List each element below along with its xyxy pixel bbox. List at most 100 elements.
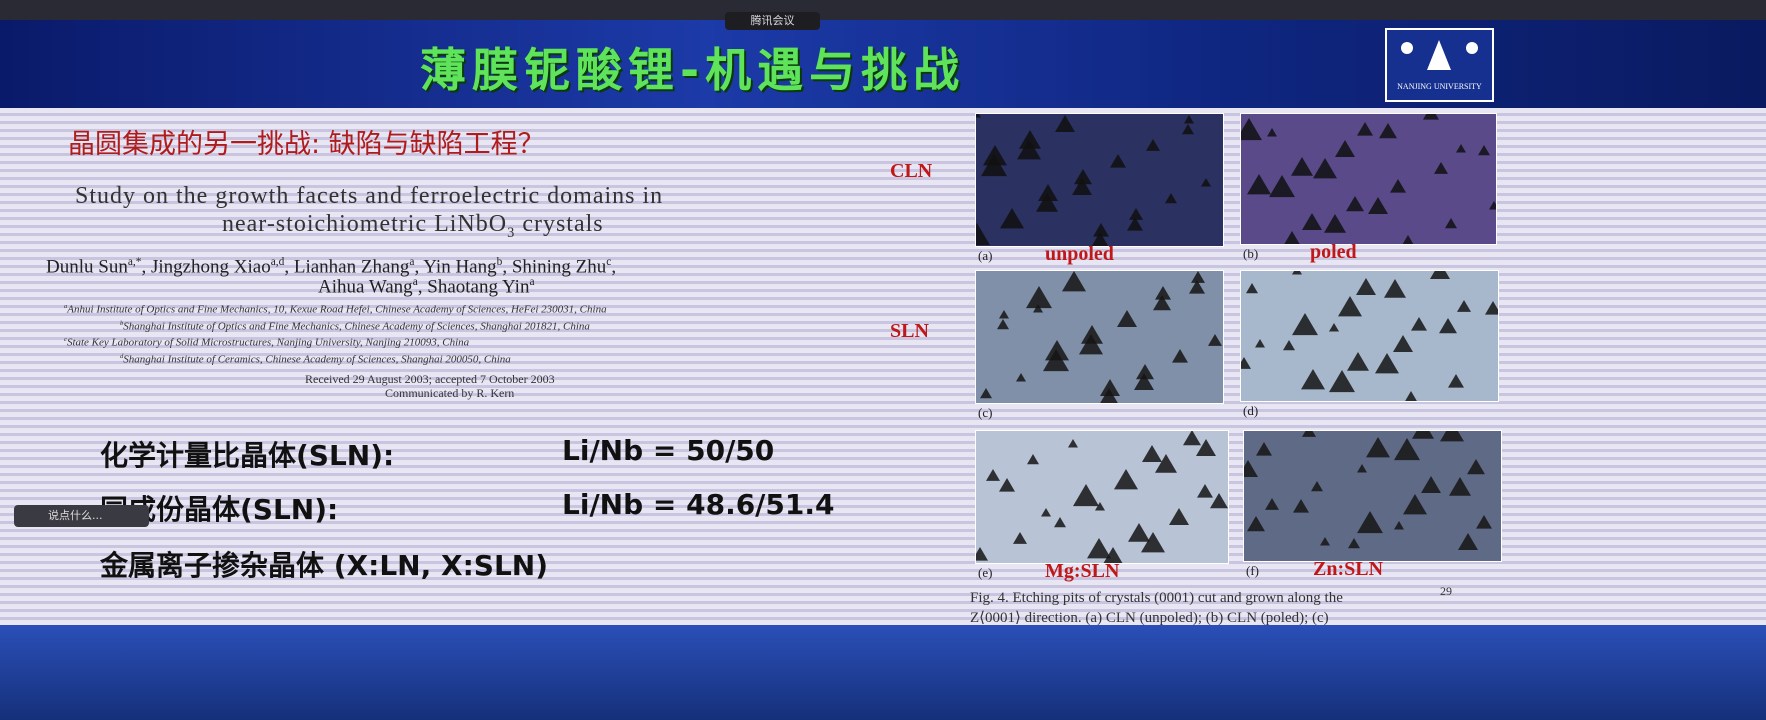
etch-pit: [1421, 476, 1441, 493]
etch-pit: [1208, 334, 1222, 346]
etch-pit: [1440, 431, 1464, 442]
affiliation-sup: b: [120, 319, 124, 327]
etch-pit: [1247, 174, 1271, 195]
etch-pit: [1476, 515, 1492, 529]
author-name: Lianhan Zhang: [293, 256, 410, 278]
etch-pit: [1019, 130, 1041, 149]
etch-pit: [1434, 162, 1448, 174]
affiliation: bShanghai Institute of Optics and Fine M…: [60, 317, 607, 334]
etch-pit: [1027, 454, 1039, 465]
etch-pit: [1467, 459, 1485, 475]
etch-pit: [1269, 175, 1295, 198]
row-label: SLN: [890, 320, 929, 342]
etch-pit: [1366, 437, 1390, 458]
etch-pit: [1191, 271, 1205, 283]
affiliation: dShanghai Institute of Ceramics, Chinese…: [60, 350, 607, 367]
etch-pit: [1013, 532, 1027, 544]
etch-pit: [1394, 438, 1420, 461]
author-name: Shining Zhu: [511, 256, 607, 278]
author-sup: b: [496, 256, 503, 268]
etch-pit: [1091, 232, 1109, 246]
slide-subtitle: 晶圆集成的另一挑战: 缺陷与缺陷工程？: [68, 129, 545, 160]
etch-pit: [1110, 154, 1126, 168]
etch-pit: [1017, 139, 1041, 160]
etch-pit: [1054, 517, 1066, 528]
formula-value: Li/Nb = 50/50: [562, 434, 775, 467]
micrograph: [975, 113, 1224, 247]
affiliation-text: Shanghai Institute of Ceramics, Chinese …: [123, 353, 511, 366]
etch-pit: [1036, 193, 1058, 212]
etch-pit: [1129, 208, 1143, 220]
etch-pit: [1411, 317, 1427, 331]
etch-pit: [1055, 115, 1075, 132]
etch-pit: [1182, 124, 1194, 135]
etch-pit: [1489, 201, 1496, 210]
etch-pit: [1134, 373, 1154, 390]
affiliation: aAnhui Institute of Optics and Fine Mech…: [60, 300, 607, 317]
etch-pit: [1073, 484, 1099, 507]
etch-pit: [1146, 139, 1160, 151]
etch-pit: [1393, 335, 1413, 352]
panel-letter: (d): [1243, 403, 1259, 418]
etch-pit: [1087, 538, 1111, 559]
etch-pit: [1062, 271, 1086, 292]
author-sup: a,*: [127, 256, 142, 268]
etch-pit: [1255, 339, 1265, 348]
formula-value: Li/Nb = 48.6/51.4: [562, 488, 835, 521]
etch-pit: [1068, 439, 1078, 448]
etch-pit: [1246, 283, 1258, 294]
etch-pit: [1448, 374, 1464, 388]
subscript: 3: [507, 224, 516, 241]
etch-pit: [1165, 193, 1177, 204]
separator: ,: [417, 276, 423, 298]
etch-pit: [976, 547, 988, 561]
etch-pit: [1169, 508, 1189, 525]
etch-pit: [1072, 178, 1092, 195]
university-logo: [1385, 28, 1494, 102]
formula-label: 化学计量比晶体(SLN):: [100, 439, 395, 472]
logo-emblem: [1401, 42, 1413, 54]
etch-pit: [1026, 286, 1052, 309]
etch-pit: [1196, 439, 1216, 456]
panel-letter: (b): [1243, 246, 1259, 261]
panel-caption: Zn:SLN: [1313, 558, 1384, 580]
etch-pit: [1320, 537, 1330, 546]
affiliation-sup: a: [64, 303, 68, 310]
etch-pit: [1074, 169, 1092, 185]
etch-pit: [1197, 484, 1213, 498]
etch-pit: [1412, 431, 1434, 439]
etch-pit: [1267, 128, 1277, 137]
etch-pit: [1103, 547, 1123, 563]
etch-pit: [1201, 178, 1211, 187]
etch-pit: [976, 223, 990, 246]
etch-pit: [1302, 431, 1316, 437]
logo-emblem: [1466, 42, 1478, 54]
panel-letter: (e): [978, 565, 993, 580]
etch-pit: [1153, 295, 1171, 311]
etch-pit: [1095, 502, 1105, 511]
separator: ,: [284, 256, 290, 278]
affiliation: cState Key Laboratory of Solid Microstru…: [60, 333, 607, 350]
etch-pit: [1210, 493, 1228, 509]
chat-input[interactable]: 说点什么...: [14, 505, 149, 527]
etch-pit: [1357, 122, 1373, 136]
etch-pit: [1079, 334, 1103, 355]
figure-caption: Z⟨0001⟩ direction. (a) CLN (unpoled); (b…: [970, 610, 1329, 626]
separator: ,: [414, 256, 420, 278]
logo-text: NANJING UNIVERSITY: [1397, 82, 1482, 91]
author-sup: a: [409, 256, 415, 268]
etch-pit: [1265, 498, 1279, 510]
etch-pit: [980, 388, 992, 399]
etch-pit: [1041, 508, 1051, 517]
etch-pit: [1375, 353, 1399, 374]
etch-pit: [1114, 469, 1138, 490]
panel-caption: poled: [1310, 241, 1357, 263]
etch-pit: [1394, 521, 1404, 530]
etch-pit: [1241, 357, 1251, 369]
etch-pit: [1291, 157, 1313, 176]
meeting-badge: 腾讯会议: [725, 12, 820, 30]
logo-tower: [1427, 40, 1451, 70]
etch-pit: [1293, 499, 1309, 513]
separator: ,: [611, 256, 617, 278]
